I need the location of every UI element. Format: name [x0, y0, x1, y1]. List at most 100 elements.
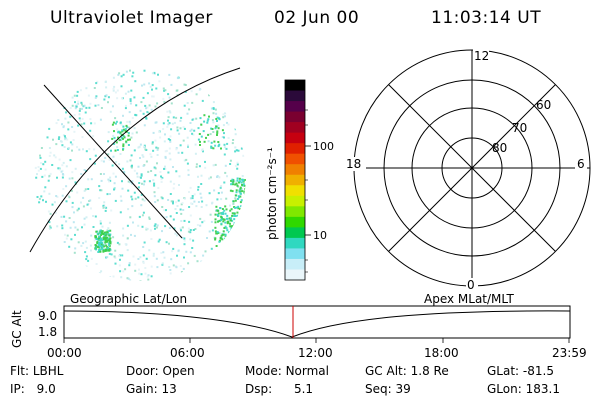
speckle	[73, 130, 76, 133]
speckle	[69, 226, 72, 229]
speckle	[216, 130, 219, 133]
speckle	[179, 119, 182, 122]
speckle	[176, 234, 178, 237]
colorbar-cell	[285, 258, 305, 270]
speckle	[101, 247, 104, 250]
speckle	[194, 228, 197, 230]
speckle	[37, 169, 40, 172]
speckle	[111, 137, 114, 140]
speckle	[101, 230, 104, 233]
geo-grid-arc	[29, 67, 241, 253]
speckle	[199, 192, 202, 195]
speckle	[87, 188, 90, 190]
speckle	[117, 136, 119, 139]
speckle	[36, 173, 38, 176]
speckle	[112, 155, 115, 158]
speckle	[105, 94, 108, 97]
speckle	[183, 239, 186, 242]
speckle	[62, 188, 65, 190]
speckle	[89, 118, 92, 121]
speckle	[214, 108, 217, 111]
speckle	[81, 117, 84, 120]
speckle	[107, 242, 110, 245]
speckle	[136, 172, 139, 175]
speckle	[61, 164, 64, 167]
speckle	[156, 154, 159, 156]
speckle	[140, 173, 143, 176]
speckle	[112, 275, 115, 278]
speckle	[128, 120, 131, 123]
speckle	[214, 238, 217, 241]
speckle	[89, 199, 92, 202]
speckle	[234, 194, 237, 197]
speckle	[145, 160, 148, 163]
speckle	[68, 217, 71, 219]
auroral-emission-speckles	[34, 69, 246, 281]
speckle	[114, 199, 117, 202]
speckle	[224, 212, 227, 215]
colorbar-cell	[285, 122, 305, 134]
speckle	[162, 122, 165, 125]
speckle	[234, 146, 237, 149]
speckle	[205, 204, 208, 207]
speckle	[152, 179, 155, 182]
speckle	[60, 215, 63, 218]
speckle	[220, 147, 222, 150]
speckle	[99, 222, 102, 225]
speckle	[200, 174, 203, 177]
speckle	[104, 156, 107, 159]
speckle	[205, 136, 207, 139]
speckle	[226, 229, 229, 232]
speckle	[154, 223, 157, 226]
speckle	[175, 170, 178, 173]
speckle	[143, 124, 146, 127]
speckle	[97, 244, 100, 246]
speckle	[146, 111, 149, 114]
speckle	[217, 212, 220, 215]
speckle	[168, 266, 171, 268]
speckle	[98, 185, 101, 188]
speckle	[227, 220, 230, 223]
speckle	[244, 179, 246, 181]
speckle	[138, 182, 141, 184]
speckle	[211, 119, 214, 122]
speckle	[133, 191, 136, 194]
speckle	[195, 93, 198, 96]
speckle	[61, 123, 63, 126]
speckle	[151, 72, 154, 75]
speckle	[236, 161, 239, 164]
speckle	[182, 236, 184, 239]
speckle	[157, 240, 160, 243]
speckle	[152, 95, 155, 98]
speckle	[224, 205, 227, 208]
speckle	[180, 212, 183, 215]
speckle	[219, 186, 222, 189]
speckle	[108, 247, 111, 250]
speckle	[169, 111, 172, 114]
speckle	[210, 107, 213, 110]
speckle	[103, 206, 106, 208]
speckle	[80, 173, 83, 175]
speckle	[124, 130, 127, 132]
speckle	[188, 191, 190, 193]
speckle	[132, 71, 135, 74]
speckle	[77, 102, 80, 105]
speckle	[183, 127, 186, 130]
speckle	[230, 227, 233, 230]
speckle	[107, 178, 110, 181]
speckle	[231, 214, 234, 217]
speckle	[98, 237, 101, 240]
speckle	[229, 222, 231, 225]
speckle	[199, 224, 202, 227]
speckle	[197, 186, 200, 188]
speckle	[228, 217, 231, 220]
speckle	[97, 237, 100, 240]
status-gc-alt: GC Alt: 1.8 Re	[365, 364, 449, 378]
speckle	[101, 242, 104, 244]
speckle	[56, 196, 59, 198]
y-tick-1-8: 1.8	[38, 325, 58, 339]
speckle	[121, 187, 124, 190]
speckle	[122, 145, 125, 147]
speckle	[223, 153, 226, 156]
speckle	[198, 165, 201, 168]
